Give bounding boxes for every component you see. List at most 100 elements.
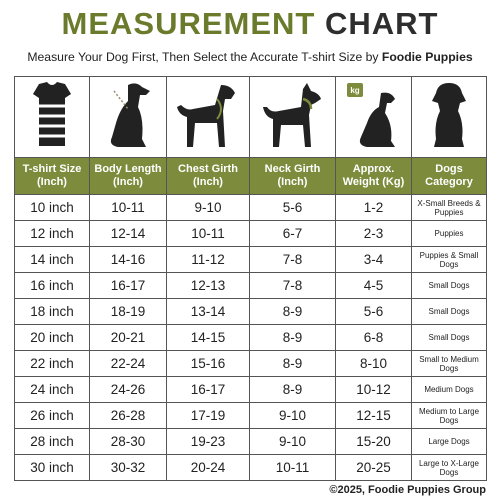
subtitle-text: Measure Your Dog First, Then Select the … — [27, 50, 379, 64]
subtitle: Measure Your Dog First, Then Select the … — [0, 50, 500, 64]
table-cell: 2-3 — [335, 220, 412, 247]
table-cell: 24-26 — [89, 376, 167, 403]
table-cell: 16-17 — [89, 272, 167, 299]
table-row: 16 inch 16-17 12-13 7-8 4-5 Small Dogs — [14, 272, 487, 299]
table-cell: Medium Dogs — [411, 376, 487, 403]
table-cell: 14-15 — [166, 324, 250, 351]
size-table: kg T-shirt Size (Inch) Body Length (Inch)… — [14, 76, 487, 481]
table-cell: Puppies & Small Dogs — [411, 246, 487, 273]
table-cell: 8-9 — [249, 324, 336, 351]
table-cell: 19-23 — [166, 428, 250, 455]
header-cell: Neck Girth (Inch) — [249, 157, 336, 195]
table-cell: 10-12 — [335, 376, 412, 403]
table-cell: 18-19 — [89, 298, 167, 325]
title-part: MEASUREMENT — [61, 6, 316, 41]
table-cell: 12-14 — [89, 220, 167, 247]
table-cell: 12 inch — [14, 220, 90, 247]
table-cell: Medium to Large Dogs — [411, 402, 487, 429]
table-cell: 8-9 — [249, 298, 336, 325]
table-cell: 26 inch — [14, 402, 90, 429]
table-cell: 10 inch — [14, 194, 90, 221]
table-row: 12 inch 12-14 10-11 6-7 2-3 Puppies — [14, 220, 487, 247]
icon-cell — [411, 76, 487, 158]
weight-label: kg — [350, 86, 359, 95]
table-row: 18 inch 18-19 13-14 8-9 5-6 Small Dogs — [14, 298, 487, 325]
table-cell: 13-14 — [166, 298, 250, 325]
dog-icon — [177, 84, 235, 147]
table-cell: X-Small Breeds & Puppies — [411, 194, 487, 221]
table-cell: 11-12 — [166, 246, 250, 273]
header-cell: Approx. Weight (Kg) — [335, 157, 412, 195]
table-cell: 18 inch — [14, 298, 90, 325]
table-cell: 6-8 — [335, 324, 412, 351]
table-cell: 10-11 — [89, 194, 167, 221]
table-cell: 30 inch — [14, 454, 90, 481]
table-cell: 22-24 — [89, 350, 167, 377]
table-row: 14 inch 14-16 11-12 7-8 3-4 Puppies & Small D… — [14, 246, 487, 273]
table-cell: Small to Medium Dogs — [411, 350, 487, 377]
icon-cell — [249, 76, 336, 158]
table-body: 10 inch 10-11 9-10 5-6 1-2 X-Small Breeds & P… — [14, 194, 487, 481]
table-cell: 10-11 — [166, 220, 250, 247]
table-row: 10 inch 10-11 9-10 5-6 1-2 X-Small Breeds & P… — [14, 194, 487, 221]
table-cell: 5-6 — [249, 194, 336, 221]
icon-cell: kg — [335, 76, 412, 158]
table-cell: 4-5 — [335, 272, 412, 299]
table-cell: 28-30 — [89, 428, 167, 455]
table-cell: 1-2 — [335, 194, 412, 221]
table-cell: 8-9 — [249, 376, 336, 403]
table-row: 28 inch 28-30 19-23 9-10 15-20 Large Dogs — [14, 428, 487, 455]
table-cell: Small Dogs — [411, 272, 487, 299]
table-cell: Small Dogs — [411, 324, 487, 351]
table-row: 24 inch 24-26 16-17 8-9 10-12 Medium Dogs — [14, 376, 487, 403]
table-cell: 9-10 — [166, 194, 250, 221]
table-cell: 7-8 — [249, 272, 336, 299]
table-cell: Small Dogs — [411, 298, 487, 325]
table-cell: 8-10 — [335, 350, 412, 377]
shirt-icon — [33, 81, 71, 146]
table-cell: 24 inch — [14, 376, 90, 403]
table-row: 26 inch 26-28 17-19 9-10 12-15 Medium to Larg… — [14, 402, 487, 429]
header-cell: Dogs Category — [411, 157, 487, 195]
table-cell: 16-17 — [166, 376, 250, 403]
table-cell: 20-24 — [166, 454, 250, 481]
table-cell: 16 inch — [14, 272, 90, 299]
table-cell: 12-15 — [335, 402, 412, 429]
table-cell: 3-4 — [335, 246, 412, 273]
header-cell: T-shirt Size (Inch) — [14, 157, 90, 195]
table-cell: 9-10 — [249, 402, 336, 429]
table-cell: 14 inch — [14, 246, 90, 273]
table-cell: 20-25 — [335, 454, 412, 481]
table-cell: 9-10 — [249, 428, 336, 455]
table-cell: 6-7 — [249, 220, 336, 247]
table-cell: 10-11 — [249, 454, 336, 481]
icon-cell — [166, 76, 250, 158]
header-cell: Body Length (Inch) — [89, 157, 167, 195]
table-row: 22 inch 22-24 15-16 8-9 8-10 Small to Medium … — [14, 350, 487, 377]
table-cell: Large to X-Large Dogs — [411, 454, 487, 481]
table-cell: 15-16 — [166, 350, 250, 377]
header-cell: Chest Girth (Inch) — [166, 157, 250, 195]
footer: ©2025, Foodie Puppies Group — [329, 484, 486, 496]
table-row: 20 inch 20-21 14-15 8-9 6-8 Small Dogs — [14, 324, 487, 351]
header-row: T-shirt Size (Inch) Body Length (Inch) Che… — [14, 157, 487, 195]
table-cell: Puppies — [411, 220, 487, 247]
title-part: CHART — [324, 6, 439, 41]
dog-icon — [110, 82, 150, 147]
table-cell: 14-16 — [89, 246, 167, 273]
icon-row: kg — [14, 76, 487, 158]
table-cell: Large Dogs — [411, 428, 487, 455]
table-cell: 8-9 — [249, 350, 336, 377]
brand: Foodie Puppies — [381, 50, 473, 64]
table-cell: 17-19 — [166, 402, 250, 429]
table-cell: 22 inch — [14, 350, 90, 377]
table-cell: 15-20 — [335, 428, 412, 455]
table-cell: 7-8 — [249, 246, 336, 273]
table-cell: 5-6 — [335, 298, 412, 325]
table-cell: 30-32 — [89, 454, 167, 481]
title: MEASUREMENT CHART — [0, 6, 500, 42]
dog-icon — [432, 82, 466, 147]
table-cell: 12-13 — [166, 272, 250, 299]
icon-cell — [14, 76, 90, 158]
